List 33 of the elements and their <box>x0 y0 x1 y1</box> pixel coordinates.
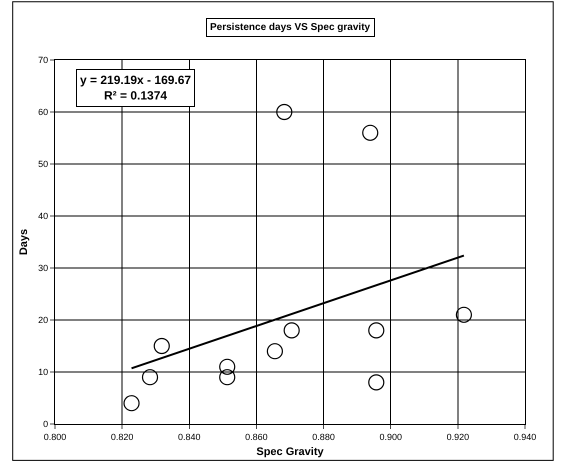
x-tick-label: 0.840 <box>178 432 201 442</box>
x-tick-label: 0.920 <box>446 432 470 442</box>
y-tick-label: 30 <box>38 263 48 274</box>
point <box>368 322 384 338</box>
chart-title: Persistence days VS Spec gravity <box>210 22 371 33</box>
point <box>219 369 236 386</box>
point <box>219 358 236 375</box>
y-tick-label: 70 <box>38 55 48 66</box>
x-tick-label: 0.940 <box>514 432 536 442</box>
y-tick-label: 10 <box>38 367 48 378</box>
annotation: R² = 0.1374 <box>104 88 168 103</box>
point <box>276 104 292 120</box>
y-axis-title: Days <box>18 228 30 256</box>
y-tick-label: 20 <box>38 315 48 326</box>
point <box>266 343 283 360</box>
y-tick-label: 40 <box>38 211 48 222</box>
point <box>123 395 140 412</box>
y-tick-label: 0 <box>43 419 48 430</box>
x-axis-title: Spec Gravity <box>256 446 325 458</box>
y-tick-label: 50 <box>38 159 48 170</box>
y-tick-label: 60 <box>38 107 48 118</box>
point <box>368 374 384 390</box>
point <box>456 306 472 323</box>
x-tick-label: 0.800 <box>44 432 66 442</box>
annotation: y = 219.19x - 169.67 <box>80 73 192 87</box>
point <box>284 322 300 338</box>
x-tick-label: 0.820 <box>110 432 134 442</box>
point <box>142 369 158 386</box>
x-tick-label: 0.860 <box>245 432 268 442</box>
point <box>362 124 378 141</box>
point <box>154 338 170 354</box>
x-tick-label: 0.880 <box>312 432 335 442</box>
x-tick-label: 0.900 <box>379 432 402 442</box>
